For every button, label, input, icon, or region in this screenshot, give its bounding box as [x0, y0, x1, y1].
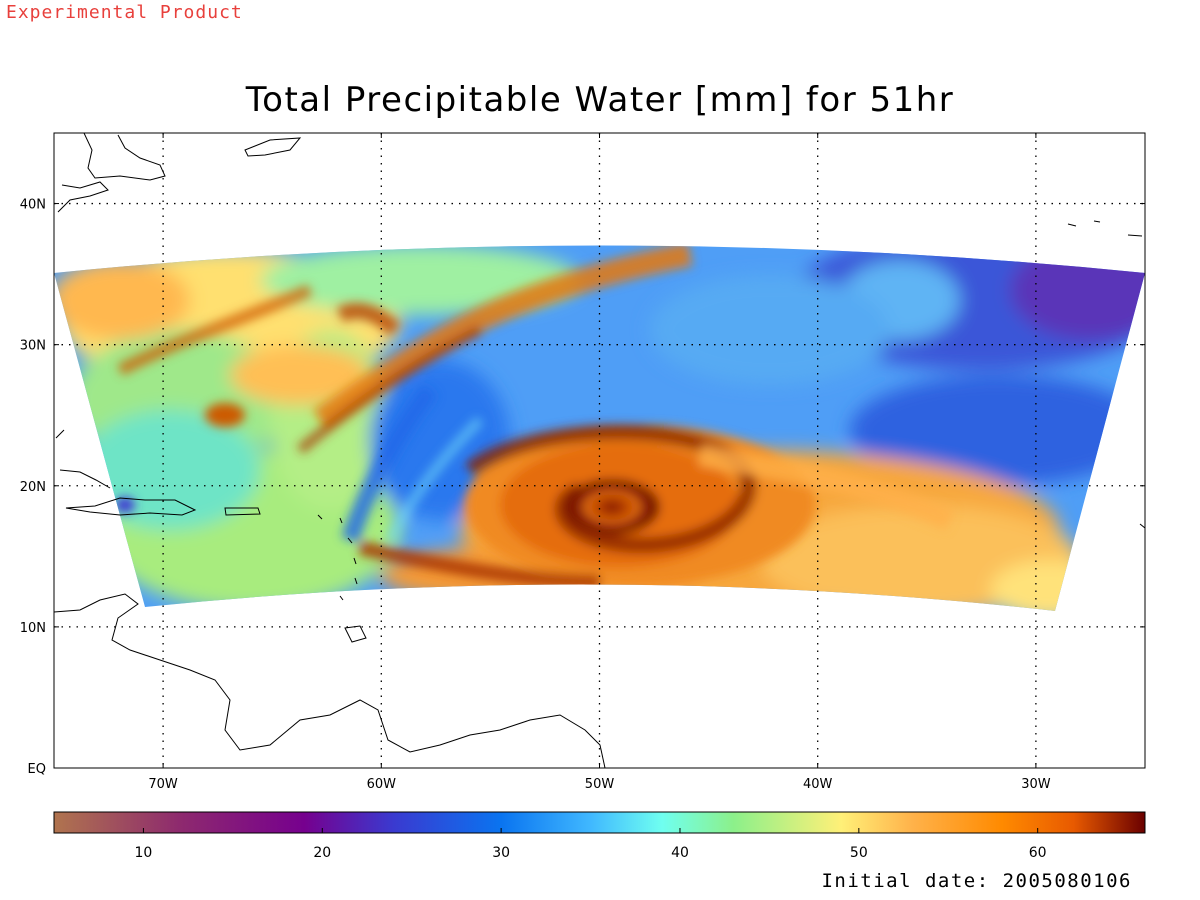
experimental-badge: Experimental Product: [6, 2, 243, 23]
coastline-lesser-antilles: [317, 514, 358, 601]
lat-tick-label: 20N: [20, 480, 46, 495]
coastline-puerto-rico: [224, 507, 261, 516]
colorbar-ticks: 10 20 30 40 50 60: [135, 828, 1047, 861]
lat-tick-label: 30N: [20, 339, 46, 354]
colorbar-tick-label: 40: [671, 845, 689, 861]
colorbar: 10 20 30 40 50 60: [53, 811, 1146, 861]
coastline-azores: [1067, 220, 1143, 237]
colorbar-tick-label: 20: [313, 845, 331, 861]
colorbar-tick-label: 60: [1029, 845, 1047, 861]
colorbar-frame: [53, 811, 1146, 834]
graticule: [54, 133, 1145, 768]
colorbar-tick-label: 10: [135, 845, 153, 861]
lon-tick-label: 30W: [1021, 777, 1051, 792]
plot-title: Total Precipitable Water [mm] for 51hr: [245, 80, 955, 120]
coastline-south-america: [54, 593, 606, 768]
lat-tick-label: 10N: [20, 621, 46, 636]
lon-tick-label: 70W: [148, 777, 178, 792]
coastline-africa-edge: [1139, 523, 1145, 529]
lon-tick-label: 50W: [585, 777, 615, 792]
axis-ticks: 70W 60W 50W 40W 30W EQ 10N 20N 30N 40N: [20, 133, 1145, 792]
coastline-cuba: [55, 429, 111, 489]
coastline-north-america: [57, 133, 166, 213]
lat-tick-label: 40N: [20, 198, 46, 213]
coastlines: [54, 133, 1145, 768]
colorbar-tick-label: 30: [492, 845, 510, 861]
colorbar-gradient: [54, 812, 1145, 833]
initial-date: Initial date: 2005080106: [821, 870, 1132, 892]
colorbar-tick-label: 50: [850, 845, 868, 861]
coastline-hispaniola: [65, 497, 197, 516]
lat-tick-label: EQ: [28, 762, 46, 777]
precipitable-water-field: [54, 245, 1145, 611]
lon-tick-label: 60W: [367, 777, 397, 792]
coastline-nova-scotia: [244, 137, 302, 157]
coastline-trinidad: [344, 625, 367, 643]
lon-tick-label: 40W: [803, 777, 833, 792]
